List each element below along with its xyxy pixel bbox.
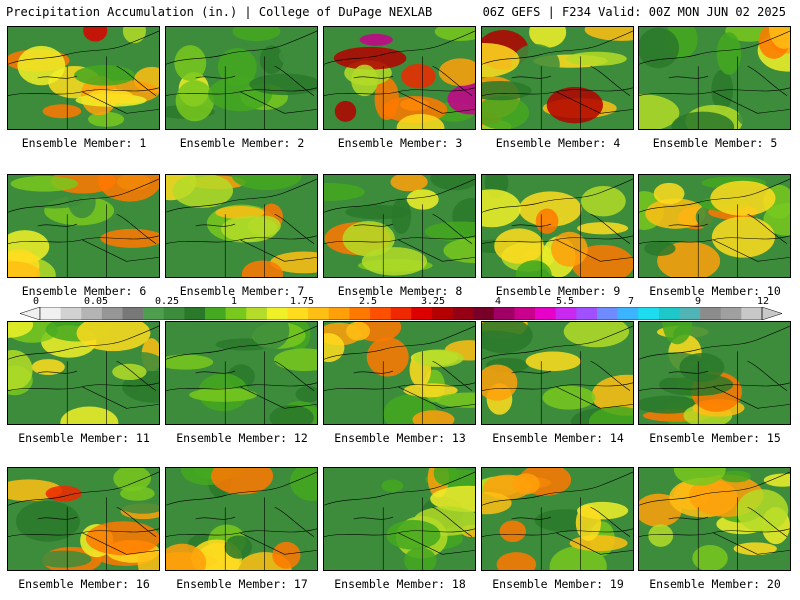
colorbar-tick-label: 0.25 <box>154 296 180 307</box>
colorbar-tick-label: 12 <box>756 296 770 307</box>
ensemble-member-label: Ensemble Member: 2 <box>179 136 305 150</box>
map-panel <box>165 26 318 130</box>
ensemble-member-label: Ensemble Member: 18 <box>334 577 466 591</box>
map-panel <box>638 26 791 130</box>
ensemble-member-label: Ensemble Member: 5 <box>652 136 778 150</box>
map-panel <box>638 321 791 425</box>
ensemble-member-label: Ensemble Member: 4 <box>495 136 621 150</box>
map-panel <box>165 321 318 425</box>
map-panel <box>323 26 476 130</box>
map-panel <box>481 26 634 130</box>
colorbar-tick-label: 2.5 <box>358 296 378 307</box>
ensemble-member-label: Ensemble Member: 12 <box>176 431 308 445</box>
ensemble-member-label: Ensemble Member: 15 <box>649 431 781 445</box>
map-panel <box>481 321 634 425</box>
page-title: Precipitation Accumulation (in.) | Colle… <box>6 5 433 19</box>
map-panel <box>7 26 160 130</box>
run-info: 06Z GEFS | F234 Valid: 00Z MON JUN 02 20… <box>482 5 786 19</box>
colorbar-tick-label: 0.05 <box>83 296 109 307</box>
ensemble-member-label: Ensemble Member: 11 <box>18 431 150 445</box>
colorbar-tick-label: 5.5 <box>555 296 575 307</box>
colorbar <box>20 307 782 320</box>
map-panel <box>323 174 476 278</box>
map-panel <box>7 174 160 278</box>
ensemble-member-label: Ensemble Member: 14 <box>492 431 624 445</box>
map-panel <box>7 321 160 425</box>
map-panel <box>165 174 318 278</box>
ensemble-member-label: Ensemble Member: 6 <box>21 284 147 298</box>
ensemble-member-label: Ensemble Member: 3 <box>337 136 463 150</box>
colorbar-tick-label: 1 <box>230 296 238 307</box>
map-panel <box>323 321 476 425</box>
map-panel <box>638 174 791 278</box>
ensemble-member-label: Ensemble Member: 1 <box>21 136 147 150</box>
ensemble-member-label: Ensemble Member: 8 <box>337 284 463 298</box>
colorbar-tick-label: 9 <box>694 296 702 307</box>
ensemble-member-label: Ensemble Member: 17 <box>176 577 308 591</box>
map-panel <box>7 467 160 571</box>
colorbar-tick-label: 7 <box>627 296 635 307</box>
ensemble-member-label: Ensemble Member: 20 <box>649 577 781 591</box>
map-panel <box>481 174 634 278</box>
ensemble-member-label: Ensemble Member: 7 <box>179 284 305 298</box>
map-panel <box>481 467 634 571</box>
map-panel <box>323 467 476 571</box>
ensemble-member-label: Ensemble Member: 9 <box>495 284 621 298</box>
ensemble-member-label: Ensemble Member: 13 <box>334 431 466 445</box>
map-panel <box>165 467 318 571</box>
colorbar-tick-label: 4 <box>494 296 502 307</box>
map-panel <box>638 467 791 571</box>
ensemble-member-label: Ensemble Member: 10 <box>649 284 781 298</box>
colorbar-tick-label: 3.25 <box>420 296 446 307</box>
ensemble-member-label: Ensemble Member: 16 <box>18 577 150 591</box>
colorbar-tick-label: 0 <box>32 296 40 307</box>
ensemble-member-label: Ensemble Member: 19 <box>492 577 624 591</box>
colorbar-tick-label: 1.75 <box>289 296 315 307</box>
